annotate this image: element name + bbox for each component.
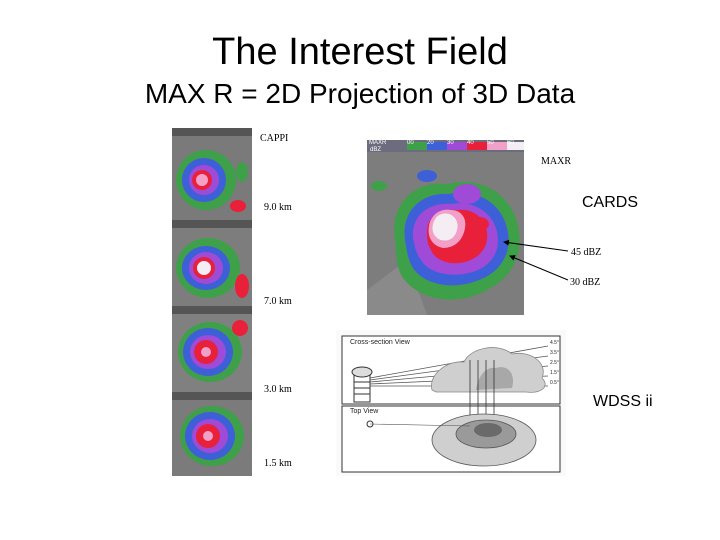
colorbar-tick: 00 [407,140,414,146]
height-label-1-5km: 1.5 km [264,458,292,469]
height-label-3km: 3.0 km [264,384,292,395]
maxr-colorbar-unit: dBZ [370,147,382,153]
dbz-arrows [503,239,569,281]
elevation-label: 2.5° [550,360,559,366]
label-45-dbz: 45 dBZ [571,247,602,258]
elevation-label: 1.5° [550,370,559,376]
slide-title: The Interest Field [212,31,508,73]
cappi-label: CAPPI [260,133,289,144]
colorbar-tick: 40 [467,140,474,146]
cards-label: CARDS [582,194,639,211]
elevation-label: 0.5° [550,380,559,386]
top-view-header: Top View [350,408,379,415]
cappi-panel-9km [172,128,252,220]
cappi-panel-3km [172,306,252,392]
elevation-label: 3.5° [550,350,559,356]
height-label-9km: 9.0 km [264,202,292,213]
cappi-panel-1-5km [172,392,252,476]
maxr-radar-image [367,140,524,315]
colorbar-tick: 60 [507,140,514,146]
colorbar-tick: 20 [427,140,434,146]
label-30-dbz: 30 dBZ [570,277,601,288]
cross-section-diagram: Cross-section View Top View 4.5° 3.5° 2.… [336,330,566,476]
slide-subtitle: MAX R = 2D Projection of 3D Data [144,78,576,109]
maxr-colorbar-field: MAXR [369,140,387,146]
colorbar-tick: 50 [487,140,494,146]
wdss-label: WDSS ii [593,393,653,410]
colorbar-tick: 30 [447,140,454,146]
height-label-7km: 7.0 km [264,296,292,307]
cross-section-header: Cross-section View [350,339,410,346]
maxr-label: MAXR [541,156,572,167]
cappi-panel-7km [172,220,252,306]
elevation-label: 4.5° [550,340,559,346]
maxr-colorbar-ticks: 00 20 30 40 50 60 [407,140,524,148]
